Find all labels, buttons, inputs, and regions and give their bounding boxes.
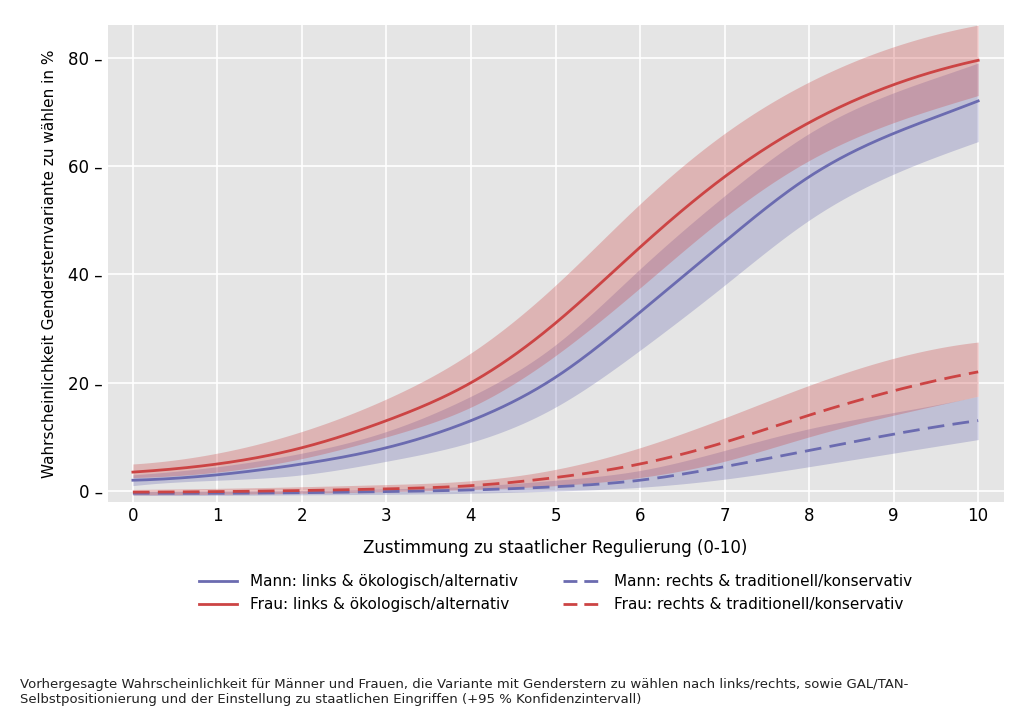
Text: Vorhergesagte Wahrscheinlichkeit für Männer und Frauen, die Variante mit Genders: Vorhergesagte Wahrscheinlichkeit für Män… [20, 678, 909, 706]
Y-axis label: Wahrscheinlichkeit Gendersternvariante zu wählen in %: Wahrscheinlichkeit Gendersternvariante z… [42, 49, 56, 478]
Legend: Mann: links & ökologisch/alternativ, Frau: links & ökologisch/alternativ, Mann: : Mann: links & ökologisch/alternativ, Fra… [191, 566, 920, 619]
X-axis label: Zustimmung zu staatlicher Regulierung (0-10): Zustimmung zu staatlicher Regulierung (0… [364, 538, 748, 556]
